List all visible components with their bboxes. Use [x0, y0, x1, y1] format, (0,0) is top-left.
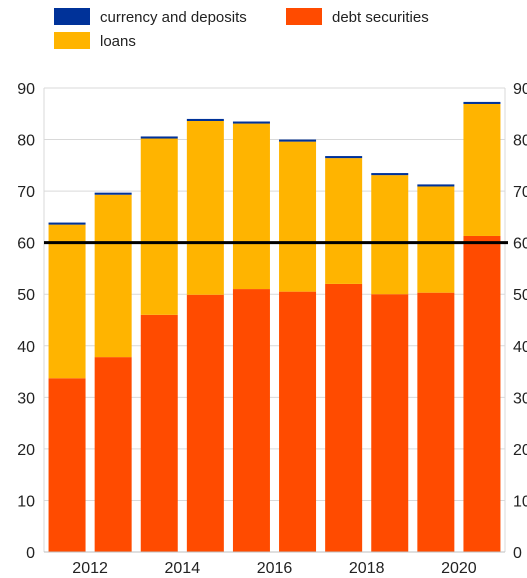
bar-currency-and-deposits-2020	[463, 101, 501, 104]
bar-currency-and-deposits-2019	[417, 184, 455, 187]
bar-loans-2014	[186, 120, 224, 295]
y-tick-left-0: 0	[26, 545, 35, 562]
bar-loans-2016	[279, 141, 317, 292]
bars	[48, 101, 501, 552]
y-tick-left-20: 20	[17, 442, 35, 459]
bar-currency-and-deposits-2016	[279, 139, 317, 142]
legend-label-loans: loans	[100, 33, 136, 50]
bar-debt-securities-2012	[94, 357, 132, 552]
y-tick-left-70: 70	[17, 184, 35, 201]
bar-debt-securities-2013	[140, 314, 178, 552]
y-tick-right-0: 0	[513, 545, 522, 562]
bar-currency-and-deposits-2018	[371, 173, 409, 176]
y-tick-right-50: 50	[513, 287, 527, 304]
bar-loans-2015	[232, 123, 270, 290]
x-tick-2014: 2014	[165, 560, 201, 577]
bar-loans-2018	[371, 175, 409, 295]
legend-swatch-currency-and-deposits	[54, 8, 90, 25]
bar-currency-and-deposits-2015	[232, 121, 270, 124]
y-tick-right-40: 40	[513, 339, 527, 356]
bar-debt-securities-2019	[417, 292, 455, 552]
bar-debt-securities-2011	[48, 378, 86, 552]
bar-debt-securities-2015	[232, 289, 270, 552]
x-axis: 2012 2014 2016 2018 2020	[44, 551, 505, 577]
y-axis-right: 0 10 20 30 40 50 60 70 80 90	[513, 81, 527, 562]
x-tick-2018: 2018	[349, 560, 385, 577]
x-tick-2020: 2020	[441, 560, 477, 577]
y-tick-right-70: 70	[513, 184, 527, 201]
x-tick-2016: 2016	[257, 560, 293, 577]
bar-loans-2012	[94, 194, 132, 358]
y-tick-left-40: 40	[17, 339, 35, 356]
bar-currency-and-deposits-2012	[94, 192, 132, 195]
bar-loans-2017	[325, 158, 363, 284]
legend: currency and deposits debt securities loan…	[54, 8, 429, 50]
bar-currency-and-deposits-2017	[325, 156, 363, 159]
bar-currency-and-deposits-2013	[140, 136, 178, 139]
x-tick-2012: 2012	[72, 560, 108, 577]
bar-loans-2020	[463, 103, 501, 236]
y-tick-right-90: 90	[513, 81, 527, 98]
y-tick-left-60: 60	[17, 236, 35, 253]
bar-currency-and-deposits-2014	[186, 118, 224, 121]
y-tick-left-90: 90	[17, 81, 35, 98]
bar-debt-securities-2016	[279, 291, 317, 552]
bar-loans-2013	[140, 138, 178, 315]
legend-swatch-loans	[54, 32, 90, 49]
y-tick-right-20: 20	[513, 442, 527, 459]
bar-debt-securities-2017	[325, 283, 363, 552]
y-axis-left: 0 10 20 30 40 50 60 70 80 90	[17, 81, 35, 562]
bar-debt-securities-2014	[186, 294, 224, 552]
y-tick-right-10: 10	[513, 493, 527, 510]
legend-label-debt-securities: debt securities	[332, 9, 429, 26]
bar-debt-securities-2020	[463, 235, 501, 552]
y-tick-right-60: 60	[513, 236, 527, 253]
y-tick-left-80: 80	[17, 133, 35, 150]
y-tick-left-30: 30	[17, 390, 35, 407]
y-tick-left-10: 10	[17, 493, 35, 510]
y-tick-right-30: 30	[513, 390, 527, 407]
y-tick-left-50: 50	[17, 287, 35, 304]
bar-loans-2011	[48, 224, 86, 379]
legend-swatch-debt-securities	[286, 8, 322, 25]
legend-label-currency-and-deposits: currency and deposits	[100, 9, 247, 26]
y-tick-right-80: 80	[513, 133, 527, 150]
bar-loans-2019	[417, 186, 455, 293]
bar-debt-securities-2018	[371, 294, 409, 552]
bar-currency-and-deposits-2011	[48, 222, 86, 225]
